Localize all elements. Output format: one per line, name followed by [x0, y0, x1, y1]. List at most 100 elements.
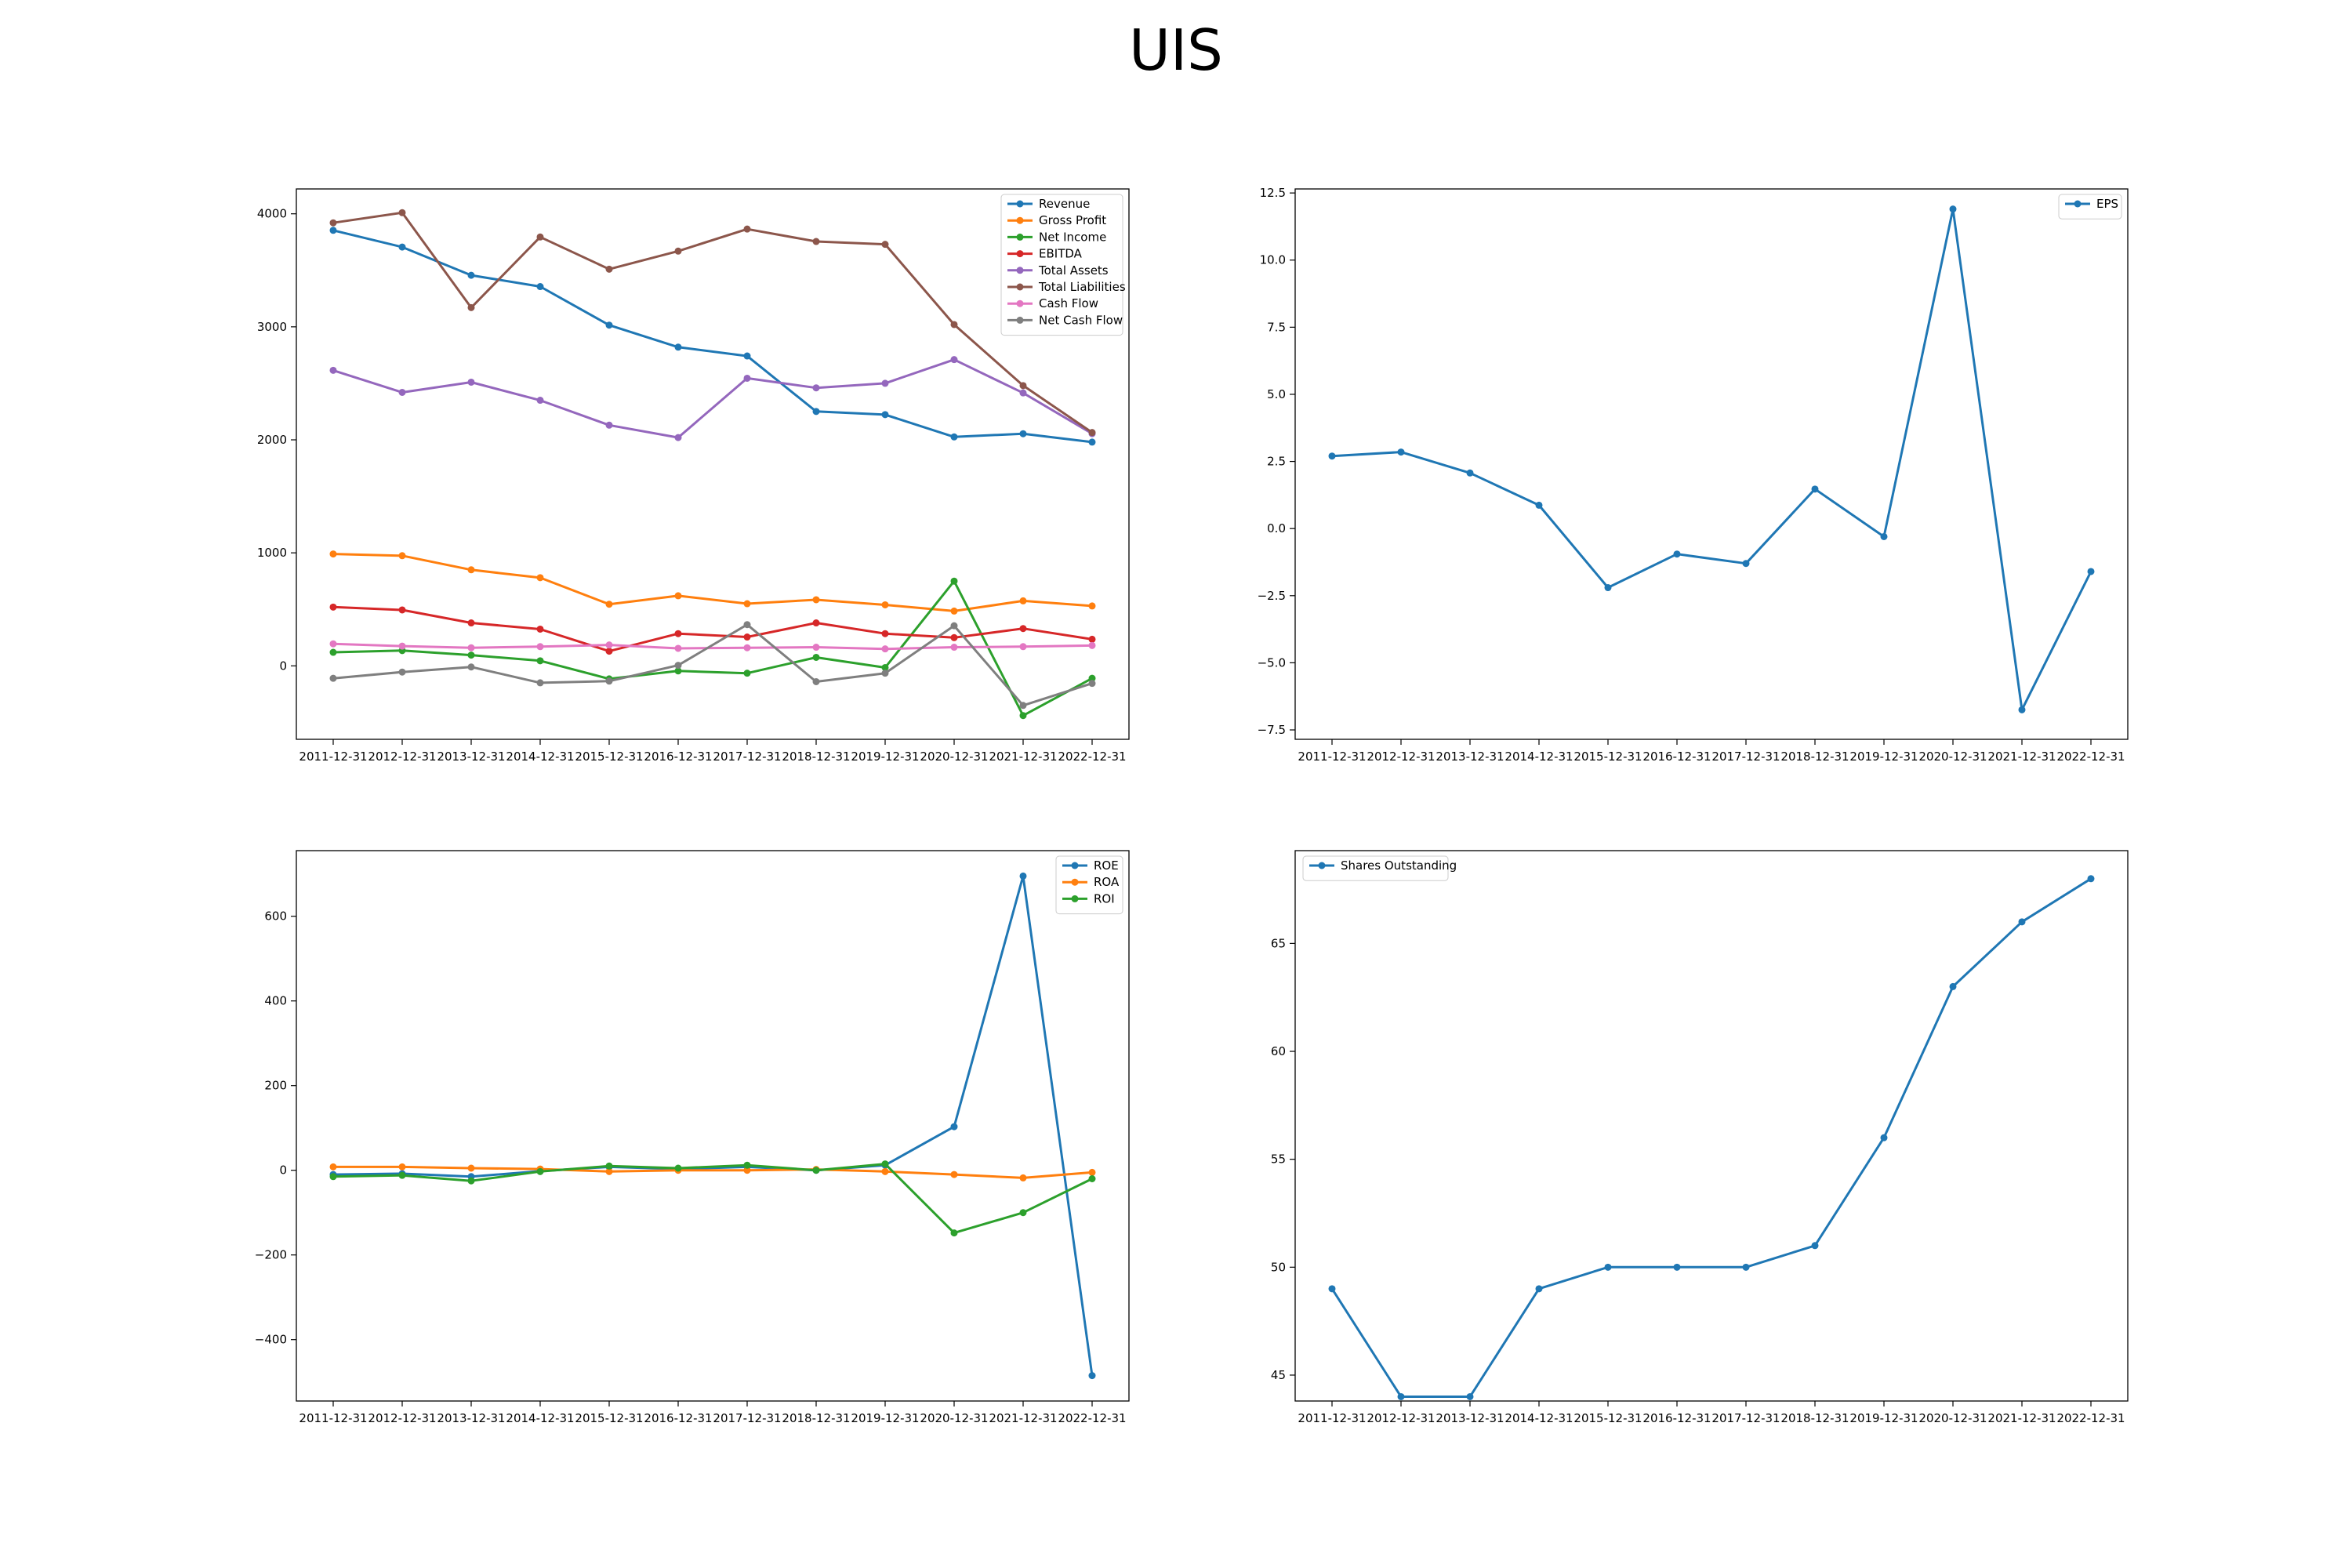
x-tick-label: 2016-12-31 — [1642, 750, 1711, 764]
data-point — [1019, 597, 1027, 604]
data-point — [743, 225, 751, 233]
chart-panel-1: 2011-12-31 2012-12-31 2013-12-31 2014-12-31… — [257, 188, 1130, 764]
data-point — [605, 421, 613, 429]
data-point — [812, 384, 820, 392]
x-tick-label: 2021-12-31 — [989, 1411, 1057, 1425]
data-point — [536, 643, 544, 651]
data-point — [398, 243, 406, 251]
x-tick-label: 2016-12-31 — [644, 750, 712, 764]
y-tick-label: −5.0 — [1258, 655, 1286, 670]
data-point — [467, 663, 475, 671]
x-tick-label: 2017-12-31 — [1711, 1411, 1780, 1425]
legend-label: Gross Profit — [1039, 213, 1106, 227]
data-point — [812, 596, 820, 604]
x-tick-label: 2022-12-31 — [2056, 1411, 2125, 1425]
y-tick-label: 600 — [264, 909, 287, 924]
data-point — [1019, 389, 1027, 397]
x-tick-label: 2011-12-31 — [1298, 750, 1366, 764]
data-point — [1742, 1263, 1750, 1271]
data-point — [1604, 1263, 1612, 1271]
data-point — [605, 677, 613, 685]
x-tick-label: 2018-12-31 — [1780, 1411, 1849, 1425]
data-point — [743, 1167, 751, 1174]
legend-marker — [1071, 895, 1079, 902]
data-point — [398, 388, 406, 396]
legend-label: ROA — [1094, 875, 1120, 889]
data-point — [467, 619, 475, 627]
data-point — [674, 644, 682, 652]
y-tick-label: 3000 — [257, 320, 287, 334]
series-line-total-liabilities — [332, 211, 1093, 434]
legend-box — [2058, 194, 2122, 220]
y-tick-label: 2000 — [257, 433, 287, 447]
data-point — [881, 645, 889, 653]
data-point — [329, 603, 337, 611]
data-point — [536, 397, 544, 405]
legend-box — [1000, 194, 1123, 336]
y-tick-label: 55 — [1271, 1152, 1286, 1167]
data-point — [881, 601, 889, 608]
x-tick-label: 2015-12-31 — [575, 750, 643, 764]
legend-label: Cash Flow — [1039, 296, 1098, 310]
series-line-roe — [332, 874, 1094, 1376]
data-point — [1088, 1168, 1096, 1176]
data-point — [1088, 635, 1096, 643]
data-point — [743, 352, 751, 360]
legend-label: Revenue — [1039, 197, 1090, 211]
legend-marker — [1016, 316, 1024, 324]
plot-area-frame — [296, 188, 1130, 740]
x-tick-label: 2018-12-31 — [782, 1411, 850, 1425]
data-point — [812, 408, 820, 416]
y-tick-label: 0.0 — [1267, 521, 1286, 535]
y-tick-label: 10.0 — [1260, 253, 1286, 267]
data-point — [950, 622, 958, 630]
x-tick-label: 2020-12-31 — [920, 750, 988, 764]
x-tick-label: 2012-12-31 — [368, 750, 436, 764]
x-tick-label: 2020-12-31 — [920, 1411, 988, 1425]
x-tick-label: 2020-12-31 — [1918, 1411, 1987, 1425]
data-point — [1019, 712, 1027, 720]
data-point — [950, 644, 958, 652]
data-point — [812, 644, 820, 652]
data-point — [1088, 641, 1096, 649]
y-tick-label: 65 — [1271, 936, 1286, 950]
data-point — [674, 343, 682, 351]
data-point — [950, 633, 958, 641]
y-tick-label: 0 — [279, 659, 287, 673]
legend: ROE ROA ROI — [1055, 855, 1123, 915]
legend-box — [1302, 855, 1449, 881]
data-point — [743, 644, 751, 652]
data-point — [1535, 501, 1543, 509]
data-point — [743, 600, 751, 608]
data-point — [1880, 532, 1888, 540]
x-tick-label: 2022-12-31 — [1058, 1411, 1126, 1425]
x-tick-label: 2016-12-31 — [644, 1411, 712, 1425]
legend: Revenue Gross Profit Net Income EBITDA Total… — [1000, 194, 1126, 336]
x-tick-label: 2021-12-31 — [1987, 750, 2056, 764]
y-tick-label: 5.0 — [1267, 387, 1286, 401]
x-tick-label: 2015-12-31 — [1573, 1411, 1642, 1425]
y-tick-label: 200 — [264, 1079, 287, 1093]
data-point — [881, 379, 889, 387]
legend-marker — [1016, 233, 1024, 241]
data-point — [605, 641, 613, 649]
data-point — [467, 644, 475, 652]
legend-marker — [1016, 216, 1024, 224]
data-point — [1019, 1174, 1027, 1181]
data-point — [743, 1161, 751, 1169]
legend: Shares Outstanding — [1302, 855, 1457, 881]
data-point — [2018, 918, 2026, 926]
x-tick-label: 2019-12-31 — [1849, 750, 1918, 764]
series-line-net-income — [332, 579, 1093, 717]
chart-panel-3: 2011-12-31 2012-12-31 2013-12-31 2014-12-31… — [255, 850, 1130, 1425]
x-tick-label: 2011-12-31 — [299, 1411, 367, 1425]
data-point — [812, 619, 820, 627]
legend-marker — [1318, 862, 1326, 869]
data-point — [1088, 680, 1096, 688]
legend-label: Net Income — [1039, 230, 1106, 244]
data-point — [536, 574, 544, 582]
data-point — [536, 679, 544, 687]
x-tick-label: 2013-12-31 — [1436, 750, 1504, 764]
data-point — [812, 1167, 820, 1174]
